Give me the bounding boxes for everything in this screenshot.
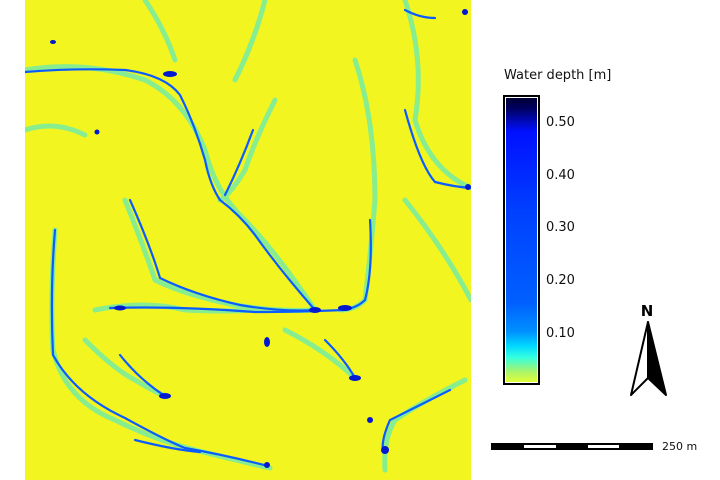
scale-bar-label: 250 m — [662, 440, 698, 453]
terrain-background — [25, 0, 471, 480]
north-label: N — [641, 302, 654, 320]
colorbar-tick: 0.50 — [546, 115, 575, 130]
legend-title: Water depth [m] — [504, 68, 612, 83]
water-depth-map — [25, 0, 471, 480]
depression-pools — [50, 9, 471, 468]
colorbar-tick: 0.20 — [546, 273, 575, 288]
colorbar-tick: 0.10 — [546, 326, 575, 341]
colorbar — [503, 95, 540, 385]
shallow-flow-paths — [25, 0, 471, 473]
colorbar-tick: 0.40 — [546, 168, 575, 183]
colorbar-tick: 0.30 — [546, 220, 575, 235]
north-arrow-icon: N — [630, 302, 667, 396]
scale-bar — [491, 443, 653, 450]
